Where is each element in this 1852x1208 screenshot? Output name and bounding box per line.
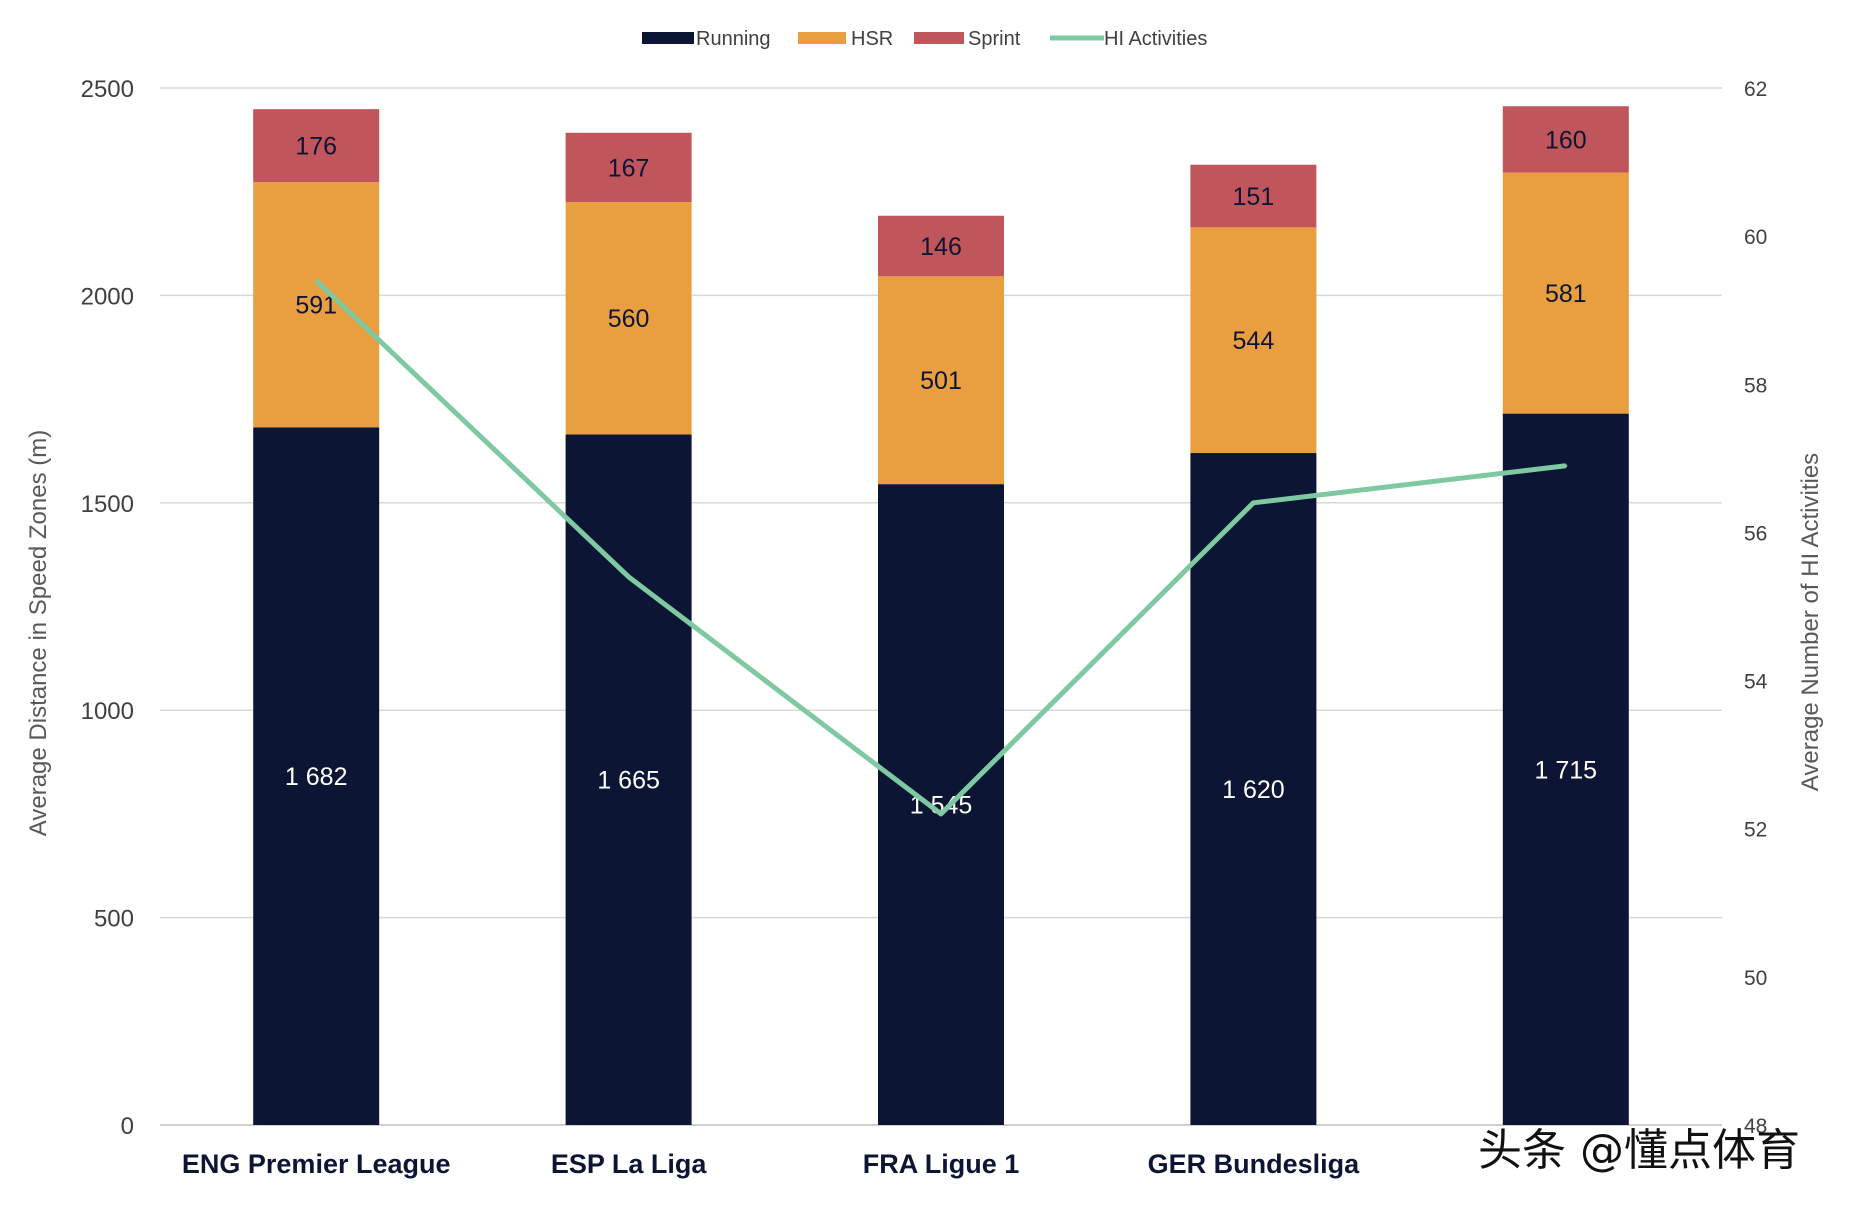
legend: Running HSR Sprint HI Activities — [642, 28, 1207, 50]
x-tick-label: ESP La Liga — [551, 1149, 708, 1179]
y-axis-secondary: 48 50 52 54 56 58 60 62 — [1744, 78, 1768, 1138]
data-label-sprint: 160 — [1545, 126, 1587, 154]
legend-swatch-sprint — [914, 32, 964, 44]
hi-activities-point — [314, 279, 318, 283]
hi-activities-point — [1564, 464, 1568, 468]
x-axis: ENG Premier League ESP La Liga FRA Ligue 1… — [182, 1149, 1360, 1179]
y-tick-label: 1000 — [81, 698, 134, 725]
y2-tick-label: 52 — [1744, 819, 1767, 842]
data-label-running: 1 715 — [1535, 756, 1598, 784]
y2-tick-label: 62 — [1744, 78, 1767, 101]
y-axis-primary: 0 500 1000 1500 2000 2500 — [81, 76, 134, 1140]
hi-activities-point — [939, 812, 943, 816]
legend-label-hi-activities: HI Activities — [1104, 28, 1207, 50]
hi-activities-point — [627, 575, 631, 579]
data-label-hsr: 501 — [920, 367, 962, 395]
data-label-sprint: 167 — [608, 154, 650, 182]
bar-segment-running — [565, 434, 692, 1125]
y2-tick-label: 48 — [1744, 1115, 1767, 1138]
data-label-hsr: 544 — [1233, 327, 1275, 355]
data-label-hsr: 581 — [1545, 280, 1587, 308]
y2-tick-label: 60 — [1744, 226, 1767, 249]
y-tick-label: 500 — [94, 906, 134, 933]
y-tick-label: 1500 — [81, 491, 134, 518]
data-label-sprint: 176 — [295, 133, 337, 161]
bar-segment-running — [1190, 453, 1317, 1125]
bar-segment-running — [253, 427, 380, 1125]
legend-label-running: Running — [696, 28, 771, 50]
y2-tick-label: 50 — [1744, 967, 1767, 990]
data-label-hsr: 560 — [608, 305, 650, 333]
data-label-sprint: 146 — [920, 233, 962, 261]
y2-tick-label: 56 — [1744, 522, 1767, 545]
y-tick-label: 0 — [121, 1113, 134, 1140]
x-tick-label: GER Bundesliga — [1148, 1149, 1361, 1179]
data-label-running: 1 682 — [285, 763, 348, 791]
bar-segment-hsr — [565, 202, 692, 435]
y-tick-label: 2000 — [81, 283, 134, 310]
bar-segment-running — [878, 484, 1004, 1125]
bar-segment-hsr — [1502, 172, 1629, 414]
legend-swatch-running — [642, 32, 694, 44]
data-label-running: 1 620 — [1222, 776, 1285, 804]
data-label-sprint: 151 — [1233, 183, 1275, 211]
bar-segment-sprint — [1190, 164, 1317, 228]
bar-segment-hsr — [1190, 227, 1317, 454]
bar-segment-sprint — [1502, 106, 1629, 173]
y2-tick-label: 58 — [1744, 374, 1767, 397]
bar-segment-sprint — [565, 132, 692, 203]
y2-tick-label: 54 — [1744, 671, 1768, 694]
y2-axis-title: Average Number of HI Activities — [1797, 453, 1824, 791]
bar-segment-hsr — [253, 182, 380, 428]
bar-segment-hsr — [878, 276, 1004, 485]
y-tick-label: 2500 — [81, 76, 134, 103]
x-tick-label: FRA Ligue 1 — [863, 1149, 1020, 1179]
hi-activities-line-group — [314, 278, 1568, 817]
x-tick-label: ENG Premier League — [182, 1149, 451, 1179]
legend-swatch-hsr — [798, 32, 846, 44]
legend-label-sprint: Sprint — [968, 28, 1021, 50]
hi-activities-point — [1251, 501, 1255, 505]
bar-segment-sprint — [253, 109, 380, 183]
y-axis-title: Average Distance in Speed Zones (m) — [25, 430, 52, 836]
watermark: 头条 @懂点体育 — [1478, 1125, 1800, 1176]
bar-segment-sprint — [878, 215, 1004, 277]
legend-label-hsr: HSR — [851, 28, 893, 50]
bar-segment-running — [1502, 413, 1629, 1125]
data-label-running: 1 665 — [597, 767, 660, 795]
